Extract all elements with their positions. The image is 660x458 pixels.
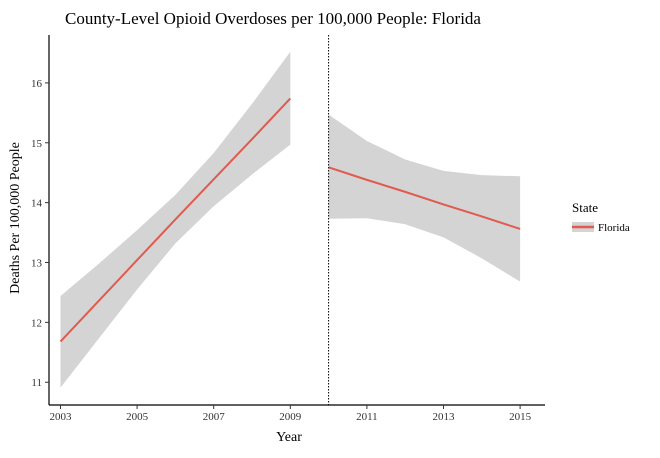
y-axis-title: Deaths Per 100,000 People bbox=[8, 142, 23, 294]
x-tick-label: 2015 bbox=[509, 411, 532, 423]
x-axis-title: Year bbox=[276, 430, 302, 445]
y-tick-label: 11 bbox=[31, 377, 42, 389]
legend-title: State bbox=[572, 200, 598, 215]
x-tick-label: 2013 bbox=[433, 411, 456, 423]
x-tick-label: 2003 bbox=[49, 411, 72, 423]
y-tick-label: 12 bbox=[31, 317, 42, 329]
y-tick-label: 15 bbox=[31, 138, 43, 150]
x-tick-label: 2009 bbox=[279, 411, 302, 423]
y-tick-label: 16 bbox=[31, 78, 43, 90]
legend: Florida bbox=[572, 222, 630, 234]
chart-title: County-Level Opioid Overdoses per 100,00… bbox=[65, 9, 481, 28]
y-tick-label: 13 bbox=[31, 258, 43, 270]
x-tick-label: 2007 bbox=[203, 411, 226, 423]
x-tick-label: 2011 bbox=[356, 411, 378, 423]
legend-label: Florida bbox=[598, 222, 630, 234]
plot-area: 2003 2005 2007 2009 2011 2013 2015 11 12 13 14 15 16 bbox=[31, 35, 545, 423]
trend-line-1 bbox=[59, 97, 292, 343]
x-tick-label: 2005 bbox=[126, 411, 149, 423]
y-tick-label: 14 bbox=[31, 198, 43, 210]
trend-line-2 bbox=[328, 166, 521, 230]
